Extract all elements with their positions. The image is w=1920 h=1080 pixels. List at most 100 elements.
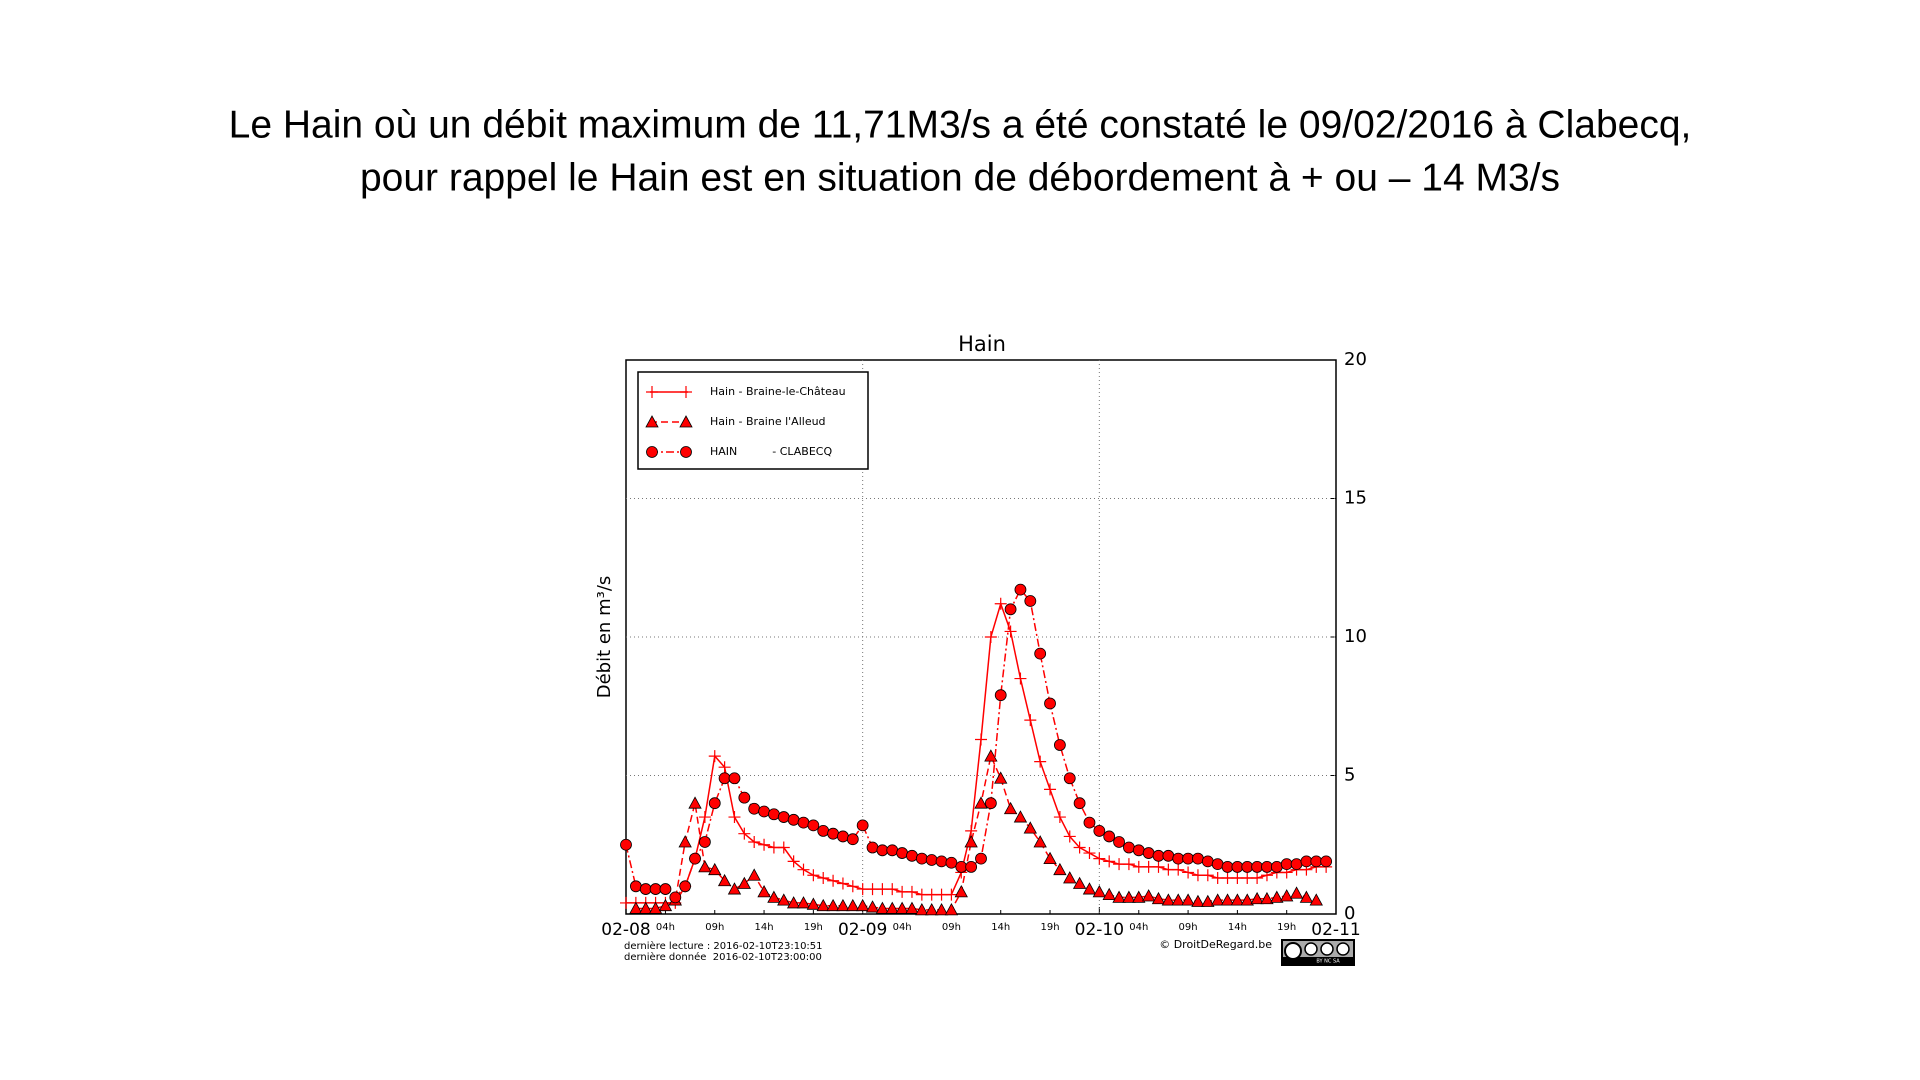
- marker: [768, 808, 780, 821]
- marker: [1171, 893, 1185, 906]
- marker: [738, 827, 751, 840]
- license-text: BY NC SA: [1316, 959, 1340, 965]
- marker: [827, 874, 840, 887]
- y-tick-label: 10: [1344, 626, 1367, 647]
- marker: [629, 901, 643, 914]
- marker: [806, 897, 821, 910]
- legend-box: [637, 371, 869, 470]
- x-tick-label: 02-11: [1311, 920, 1360, 940]
- marker: [896, 847, 909, 859]
- marker: [748, 835, 761, 848]
- marker: [1221, 861, 1234, 873]
- license-badge: BY NC SA: [1281, 939, 1355, 966]
- series-line: [625, 588, 1327, 899]
- marker: [974, 796, 988, 809]
- marker: [945, 888, 958, 901]
- x-minor-tick-label: 04h: [656, 922, 675, 933]
- marker: [875, 901, 890, 914]
- y-axis-label: Débit en m³/s: [594, 576, 615, 699]
- marker: [836, 877, 849, 890]
- x-minor-tick-label: 19h: [1277, 922, 1296, 933]
- marker: [718, 761, 731, 774]
- marker: [1192, 852, 1204, 865]
- marker: [1152, 860, 1165, 873]
- marker: [1280, 858, 1293, 871]
- marker: [1004, 603, 1017, 616]
- marker: [1003, 801, 1018, 815]
- marker: [965, 861, 978, 873]
- marker: [728, 811, 741, 824]
- marker: [876, 844, 889, 857]
- legend-label: Hain - Braine-le-Château: [710, 385, 846, 398]
- chart-title: Hain: [958, 332, 1006, 356]
- marker: [1083, 847, 1096, 860]
- y-tick-label: 20: [1344, 349, 1367, 370]
- marker: [1201, 869, 1214, 882]
- marker: [1201, 855, 1214, 868]
- marker: [885, 901, 899, 914]
- marker: [1093, 852, 1106, 865]
- marker: [787, 813, 800, 826]
- marker: [646, 446, 658, 458]
- marker: [944, 903, 959, 916]
- marker: [1082, 882, 1097, 895]
- marker: [787, 855, 800, 868]
- x-minor-tick-label: 14h: [991, 922, 1010, 933]
- marker: [1024, 595, 1037, 607]
- marker: [1123, 841, 1135, 854]
- marker: [965, 824, 978, 837]
- marker: [1289, 886, 1304, 899]
- marker: [708, 862, 722, 876]
- marker: [1280, 889, 1294, 902]
- marker: [646, 386, 658, 398]
- marker: [1231, 861, 1244, 873]
- marker: [1250, 891, 1264, 905]
- marker: [1211, 858, 1224, 871]
- marker: [955, 861, 968, 873]
- marker: [796, 896, 811, 909]
- marker: [786, 896, 801, 909]
- marker: [915, 852, 928, 865]
- marker: [758, 805, 770, 818]
- marker: [846, 880, 859, 893]
- marker: [1300, 855, 1313, 868]
- marker: [797, 816, 810, 829]
- marker: [629, 880, 642, 893]
- marker: [975, 733, 987, 746]
- marker: [1083, 816, 1096, 829]
- marker: [1122, 890, 1136, 903]
- series: [620, 597, 1333, 909]
- marker: [975, 852, 987, 865]
- marker: [837, 830, 849, 843]
- marker: [639, 901, 653, 914]
- marker: [1013, 810, 1028, 823]
- marker: [905, 885, 918, 898]
- x-minor-tick-label: 04h: [893, 922, 912, 933]
- marker: [1251, 861, 1264, 873]
- marker: [1034, 647, 1047, 660]
- marker: [1023, 821, 1037, 834]
- marker: [1172, 852, 1185, 865]
- x-tick-label: 02-08: [601, 920, 650, 940]
- marker: [994, 689, 1007, 702]
- marker: [1270, 890, 1284, 903]
- marker: [895, 901, 909, 914]
- marker: [1132, 890, 1146, 903]
- y-tick-label: 15: [1344, 488, 1367, 509]
- marker: [1063, 830, 1076, 843]
- marker: [816, 898, 830, 912]
- marker: [648, 901, 663, 914]
- marker: [984, 749, 998, 762]
- series: [629, 749, 1323, 916]
- marker: [856, 819, 869, 832]
- marker: [865, 900, 880, 913]
- marker: [886, 883, 899, 896]
- marker: [925, 854, 938, 866]
- marker: [659, 883, 672, 895]
- marker: [698, 836, 711, 848]
- marker: [1063, 871, 1077, 884]
- marker: [1113, 836, 1125, 848]
- marker: [747, 868, 761, 881]
- marker: [620, 838, 632, 851]
- x-minor-tick-label: 09h: [942, 922, 961, 933]
